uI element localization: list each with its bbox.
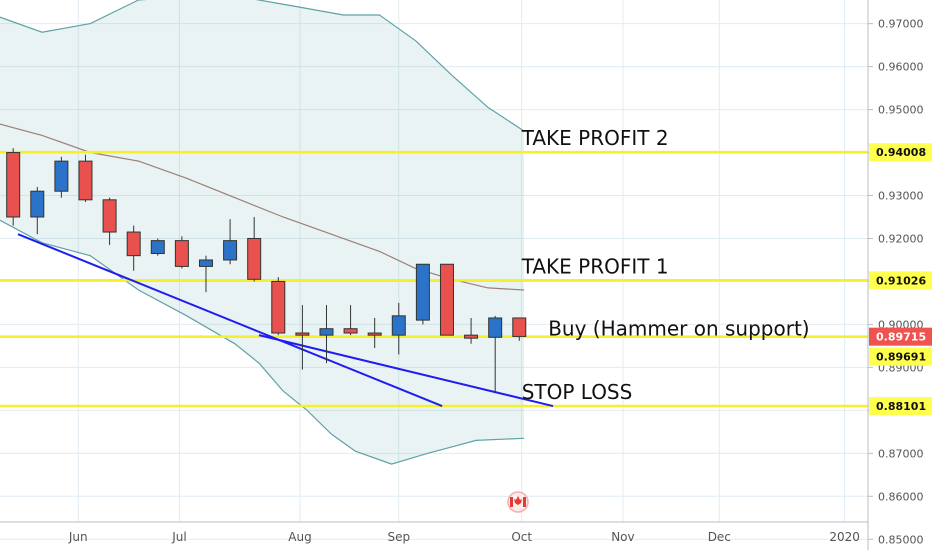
- price-label: 0.89715: [876, 331, 926, 344]
- price-label: 0.89691: [876, 351, 926, 364]
- price-tick-label: 0.97000: [878, 18, 924, 31]
- canada-flag-icon[interactable]: [507, 491, 529, 513]
- candle-body: [391, 315, 406, 336]
- price-tick-label: 0.85000: [878, 533, 924, 546]
- price-tick-label: 0.86000: [878, 490, 924, 503]
- candle: [319, 305, 334, 364]
- time-tick-label: Sep: [387, 530, 410, 544]
- candle-body: [415, 263, 430, 321]
- price-tick-label: 0.95000: [878, 104, 924, 117]
- time-axis[interactable]: Jun Jul Aug Sep Oct Nov Dec 2020: [68, 530, 860, 544]
- candle: [415, 263, 430, 325]
- price-label-background: [869, 327, 932, 346]
- trend-lines: [17, 233, 554, 408]
- upper-band-line: [0, 0, 525, 132]
- candle: [295, 305, 310, 370]
- candle: [391, 302, 406, 355]
- candle: [78, 154, 93, 202]
- candle-body: [223, 240, 238, 261]
- level-annotation: Buy (Hammer on support): [548, 317, 809, 341]
- candle-body: [174, 240, 189, 267]
- candle-body: [439, 263, 454, 336]
- trend-line: [17, 233, 443, 407]
- candle-body: [367, 332, 382, 336]
- trend-line: [258, 334, 554, 408]
- price-label: 0.88101: [876, 400, 926, 413]
- time-tick-label: Jul: [171, 530, 186, 544]
- price-label-background: [869, 397, 932, 416]
- price-tick-label: 0.92000: [878, 232, 924, 245]
- candle-body: [150, 240, 165, 255]
- candle-body: [464, 334, 479, 339]
- candle-body: [271, 280, 286, 334]
- candle: [126, 225, 141, 271]
- candle: [102, 197, 117, 245]
- candle-body: [295, 332, 310, 336]
- level-annotation: STOP LOSS: [522, 380, 633, 404]
- candle: [367, 317, 382, 349]
- candle-body: [319, 328, 334, 336]
- annotations: TAKE PROFIT 2 TAKE PROFIT 1 Buy (Hammer on…: [521, 126, 810, 404]
- candle-body: [198, 259, 213, 267]
- plot-background: [0, 0, 868, 550]
- candle: [271, 277, 286, 336]
- candle-body: [488, 317, 503, 338]
- time-tick-label: Aug: [288, 530, 311, 544]
- candle: [464, 317, 479, 344]
- price-label-background: [869, 347, 932, 366]
- candle-body: [78, 160, 93, 201]
- candle: [439, 263, 454, 336]
- candle-body: [54, 160, 69, 192]
- candle: [343, 305, 358, 336]
- price-label: 0.94008: [876, 146, 926, 159]
- candle: [174, 236, 189, 269]
- time-tick-label: Jun: [68, 530, 88, 544]
- level-annotation: TAKE PROFIT 1: [521, 254, 669, 278]
- level-annotation: TAKE PROFIT 2: [521, 126, 669, 150]
- band-fill: [0, 0, 525, 465]
- price-tick-label: 0.87000: [878, 447, 924, 460]
- price-label-background: [869, 271, 932, 290]
- candle-body: [126, 231, 141, 257]
- price-labels: 0.94008 0.91026 0.89715 0.89691 0.88101: [869, 143, 932, 416]
- candle: [223, 219, 238, 265]
- candle-body: [247, 237, 262, 280]
- candle: [6, 148, 21, 226]
- price-label: 0.91026: [876, 274, 926, 287]
- time-tick-label: Dec: [708, 530, 731, 544]
- price-tick-label: 0.96000: [878, 61, 924, 74]
- price-tick-label: 0.93000: [878, 190, 924, 203]
- candles: [6, 148, 527, 394]
- candle: [247, 216, 262, 282]
- time-tick-label: Oct: [511, 530, 532, 544]
- candle-body: [102, 199, 117, 233]
- time-tick-label: 2020: [829, 530, 860, 544]
- candle-body: [512, 317, 527, 337]
- candle-body: [6, 152, 21, 218]
- price-label-background: [869, 143, 932, 162]
- time-tick-label: Nov: [611, 530, 634, 544]
- candle-body: [30, 190, 45, 218]
- candle: [488, 315, 503, 394]
- candle: [198, 255, 213, 293]
- candle: [54, 156, 69, 198]
- candle-body: [343, 328, 358, 334]
- candle: [512, 317, 527, 341]
- candle: [150, 238, 165, 256]
- candle: [30, 186, 45, 235]
- levels: [0, 150, 868, 408]
